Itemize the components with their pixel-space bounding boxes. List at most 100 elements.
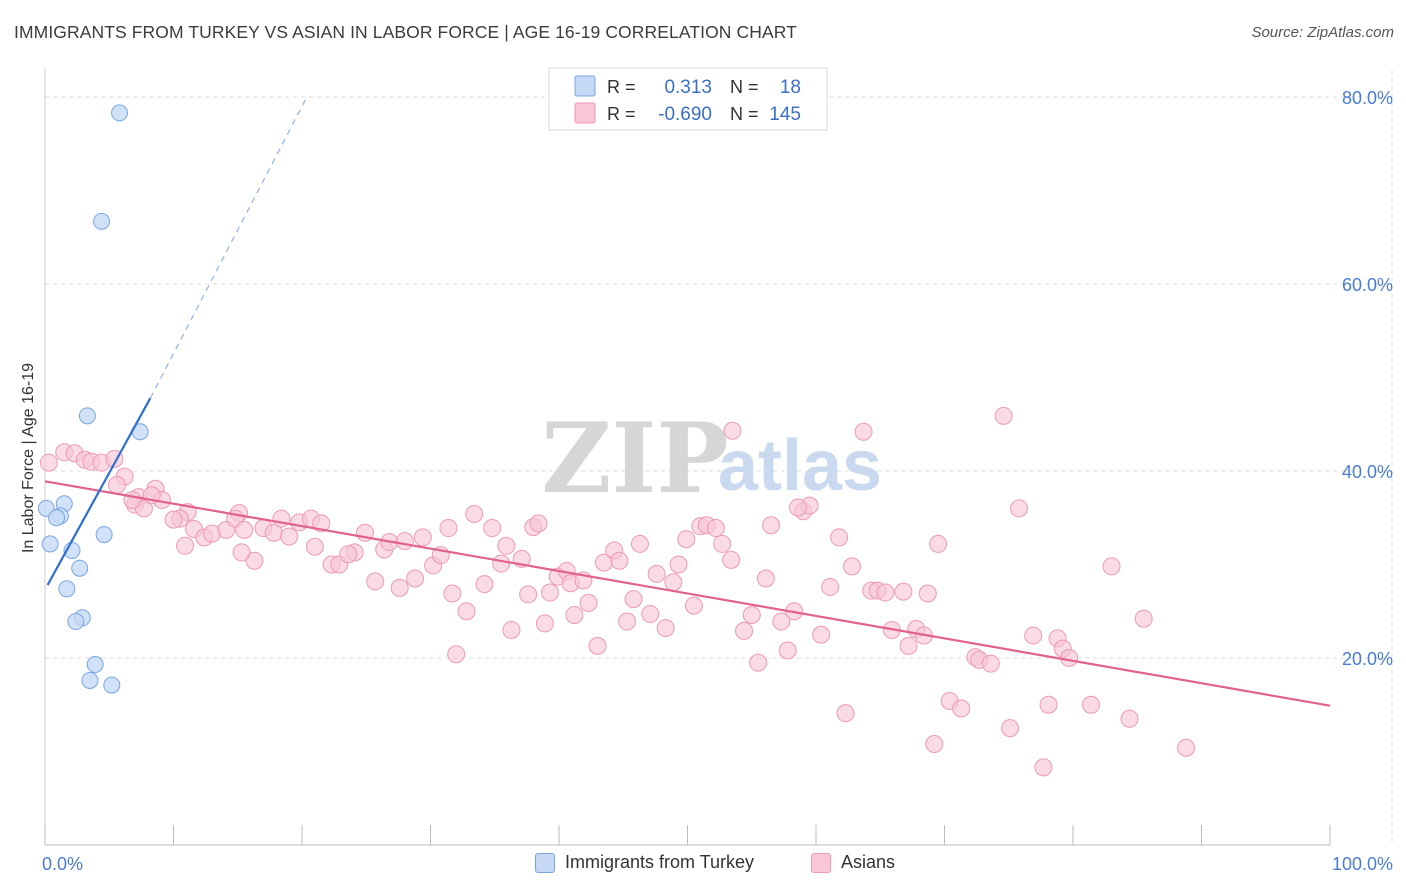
x-tick-label-min: 0.0% xyxy=(42,854,83,874)
y-tick-label: 80.0% xyxy=(1342,88,1393,108)
legend-n-label-asian: N = xyxy=(730,104,759,124)
bottom-legend: Immigrants from Turkey Asians xyxy=(0,852,1406,878)
asian-point xyxy=(447,645,466,664)
asian-point xyxy=(39,453,58,472)
asian-point xyxy=(772,612,791,631)
asian-point xyxy=(579,593,598,612)
asian-point xyxy=(280,527,299,546)
asian-point xyxy=(176,536,195,555)
y-tick-label: 60.0% xyxy=(1342,275,1393,295)
tick-labels: 20.0% 40.0% 60.0% 80.0% 0.0% 100.0% xyxy=(42,88,1393,874)
asian-point xyxy=(1024,626,1043,645)
asian-point xyxy=(677,530,696,549)
turkey-trend-extension xyxy=(149,98,307,399)
asian-point xyxy=(413,528,432,547)
turkey-point xyxy=(95,526,113,544)
asian-point xyxy=(465,505,484,524)
asian-point xyxy=(519,585,538,604)
asian-point xyxy=(443,584,462,603)
turkey-point xyxy=(78,407,96,425)
asian-point xyxy=(842,557,861,576)
asian-point xyxy=(390,578,409,597)
asian-point xyxy=(952,699,971,718)
asian-point xyxy=(1034,758,1053,777)
turkey-point xyxy=(103,676,121,694)
turkey-points xyxy=(37,104,149,694)
asian-point xyxy=(339,545,358,564)
y-axis-label: In Labor Force | Age 16-19 xyxy=(20,363,37,553)
asian-point xyxy=(1102,557,1121,576)
asian-point xyxy=(735,621,754,640)
asian-point xyxy=(929,534,948,553)
asian-point xyxy=(981,654,1000,673)
asian-point xyxy=(406,569,425,588)
turkey-point xyxy=(67,613,85,631)
legend-n-value-asian: 145 xyxy=(769,104,801,125)
asian-point xyxy=(475,575,494,594)
y-tick-label: 40.0% xyxy=(1342,462,1393,482)
asian-point xyxy=(756,569,775,588)
asian-point xyxy=(713,534,732,553)
asian-point xyxy=(1010,499,1029,518)
turkey-point xyxy=(41,535,59,553)
legend-r-value-turkey: 0.313 xyxy=(664,77,712,98)
legend-item-turkey: Immigrants from Turkey xyxy=(535,852,754,873)
asian-point xyxy=(656,619,675,638)
asian-point xyxy=(535,614,554,633)
legend-swatch-asian xyxy=(574,102,596,124)
asian-point xyxy=(821,577,840,596)
turkey-point xyxy=(111,104,129,122)
asian-point xyxy=(107,476,126,495)
asian-point xyxy=(492,554,511,573)
asian-point xyxy=(1134,609,1153,628)
watermark-zip: ZIP xyxy=(541,402,728,515)
turkey-point xyxy=(58,580,76,598)
legend-r-label-turkey: R = xyxy=(607,77,636,97)
asian-point xyxy=(502,620,521,639)
asian-point xyxy=(588,636,607,655)
asian-point xyxy=(854,422,873,441)
asian-point xyxy=(483,519,502,538)
asian-point xyxy=(722,550,741,569)
asian-point xyxy=(812,625,831,644)
asian-point xyxy=(312,514,331,533)
asian-point xyxy=(742,605,761,624)
asian-point xyxy=(723,421,742,440)
legend-n-label-turkey: N = xyxy=(730,77,759,97)
asian-point xyxy=(529,514,548,533)
legend-swatch-turkey xyxy=(574,75,596,97)
asian-point xyxy=(610,551,629,570)
asian-point xyxy=(123,490,142,509)
legend-swatch-turkey-bottom xyxy=(535,852,555,873)
asian-point xyxy=(541,583,560,602)
asian-point xyxy=(749,653,768,672)
turkey-point xyxy=(71,559,89,577)
turkey-point xyxy=(93,212,111,230)
asian-point xyxy=(457,602,476,621)
legend-swatch-asian-bottom xyxy=(811,852,831,873)
asian-point xyxy=(664,573,683,592)
legend-r-value-asian: -0.690 xyxy=(658,104,712,125)
asian-point xyxy=(497,536,516,555)
asian-point xyxy=(1177,738,1196,757)
asian-point xyxy=(647,564,666,583)
asian-point xyxy=(669,555,688,574)
asian-point xyxy=(395,532,414,551)
trend-lines xyxy=(44,98,1331,707)
x-tick-label-max: 100.0% xyxy=(1332,854,1393,874)
turkey-point xyxy=(86,656,104,674)
turkey-point xyxy=(81,671,99,689)
asian-point xyxy=(618,612,637,631)
asian-point xyxy=(894,582,913,601)
asian-point xyxy=(641,605,660,624)
watermark: ZIP atlas xyxy=(541,402,882,515)
asian-point xyxy=(624,590,643,609)
watermark-atlas: atlas xyxy=(718,426,882,506)
asian-point xyxy=(684,596,703,615)
asian-point xyxy=(778,641,797,660)
asian-point xyxy=(918,584,937,603)
legend-item-asian: Asians xyxy=(811,852,895,873)
asian-point xyxy=(565,605,584,624)
asian-point xyxy=(305,537,324,556)
